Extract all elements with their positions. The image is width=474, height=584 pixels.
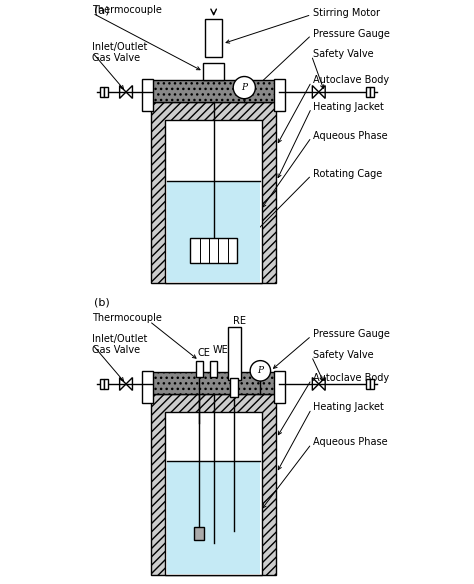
Bar [104, 88, 108, 96]
Text: Gas Valve: Gas Valve [92, 53, 141, 64]
Bar [210, 360, 217, 377]
Bar [274, 79, 285, 111]
Text: Heating Jacket: Heating Jacket [313, 102, 384, 112]
Circle shape [233, 77, 255, 99]
Bar [151, 102, 276, 283]
Text: Pressure Gauge: Pressure Gauge [313, 329, 390, 339]
Text: (a): (a) [94, 6, 109, 16]
Bar [190, 238, 237, 263]
Bar [167, 181, 260, 281]
Bar [366, 88, 370, 96]
Bar [165, 412, 262, 575]
Bar [274, 371, 285, 403]
Text: Gas Valve: Gas Valve [92, 345, 141, 356]
Bar [152, 373, 275, 394]
Bar [152, 81, 275, 102]
Bar [142, 371, 153, 403]
Text: P: P [257, 366, 264, 376]
Bar [228, 327, 240, 380]
Bar [203, 63, 224, 80]
Text: Pressure Gauge: Pressure Gauge [313, 29, 390, 39]
Text: Stirring Motor: Stirring Motor [313, 8, 380, 18]
Bar [370, 380, 374, 389]
Bar [196, 360, 202, 377]
Bar [230, 378, 238, 397]
Text: RE: RE [233, 315, 246, 326]
Text: Rotating Cage: Rotating Cage [313, 169, 382, 179]
Bar [366, 380, 370, 389]
Circle shape [250, 360, 271, 381]
Bar [100, 380, 104, 389]
Text: Heating Jacket: Heating Jacket [313, 402, 384, 412]
Bar [194, 527, 204, 540]
Text: Inlet/Outlet: Inlet/Outlet [92, 41, 148, 52]
Text: Aqueous Phase: Aqueous Phase [313, 437, 388, 447]
Bar [165, 120, 262, 283]
Bar [205, 19, 222, 57]
Text: Inlet/Outlet: Inlet/Outlet [92, 333, 148, 344]
Text: P: P [241, 83, 247, 92]
Text: Aqueous Phase: Aqueous Phase [313, 131, 388, 141]
Text: Safety Valve: Safety Valve [313, 350, 374, 360]
Text: Autoclave Body: Autoclave Body [313, 75, 389, 85]
Text: CE: CE [198, 347, 210, 357]
Text: Thermocouple: Thermocouple [92, 5, 162, 15]
Bar [142, 79, 153, 111]
Bar [100, 88, 104, 96]
Bar [104, 380, 108, 389]
Text: Autoclave Body: Autoclave Body [313, 373, 389, 383]
Text: WE: WE [212, 345, 228, 355]
Bar [370, 88, 374, 96]
Bar [151, 394, 276, 575]
Bar [167, 461, 260, 573]
Text: (b): (b) [94, 298, 109, 308]
Text: Safety Valve: Safety Valve [313, 49, 374, 59]
Text: Thermocouple: Thermocouple [92, 313, 162, 324]
